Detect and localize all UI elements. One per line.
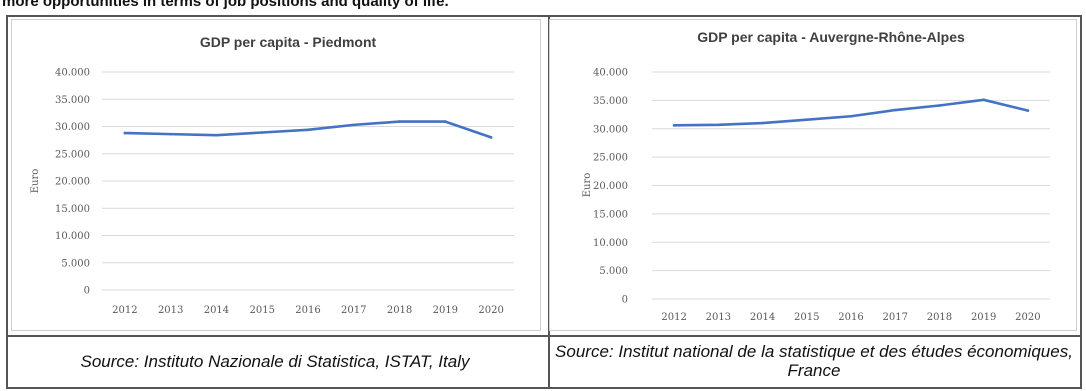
chart-piedmont: GDP per capita - Piedmont Euro 0 5.000 10.00…	[11, 19, 541, 331]
y-tick-label: 25.000	[55, 149, 90, 160]
chart-auvergne-rhone-alpes: GDP per capita - Auvergne-Rhône-Alpes Eur…	[549, 19, 1077, 331]
y-tick-label: 15.000	[55, 204, 90, 215]
y-tick-label: 5.000	[61, 258, 90, 269]
y-tick-label: 20.000	[55, 177, 90, 188]
y-tick-label: 25.000	[593, 153, 628, 164]
x-tick-label: 2017	[341, 305, 366, 316]
data-point	[1026, 109, 1030, 112]
intro-text-fragment: more opportunities in terms of job posit…	[2, 0, 449, 10]
y-tick-label: 15.000	[593, 209, 628, 220]
source-caption-right: Source: Institut national de la statisti…	[555, 342, 1073, 380]
data-point	[849, 114, 853, 118]
x-tick-label: 2014	[750, 312, 775, 323]
x-tick-label: 2019	[971, 312, 996, 323]
x-tick-label: 2018	[927, 312, 952, 323]
data-point	[938, 104, 941, 107]
series-line	[672, 98, 1030, 127]
data-point	[489, 136, 493, 139]
data-point	[306, 128, 310, 132]
data-point	[717, 123, 720, 127]
chart-title: GDP per capita - Piedmont	[200, 34, 377, 50]
x-tick-label: 2016	[295, 305, 320, 316]
data-point	[398, 120, 401, 123]
x-tick-label: 2015	[794, 312, 819, 323]
y-tick-label: 10.000	[593, 238, 628, 249]
data-point	[260, 131, 264, 134]
data-point	[215, 133, 218, 137]
y-tick-label: 40.000	[55, 68, 90, 79]
x-tick-label: 2020	[478, 305, 503, 316]
x-tick-label: 2019	[433, 305, 458, 316]
x-tick-label: 2015	[249, 305, 274, 316]
chart-title: GDP per capita - Auvergne-Rhône-Alpes	[697, 29, 965, 45]
y-tick-label: 0	[622, 295, 628, 306]
x-tick-label: 2016	[838, 312, 863, 323]
data-point	[352, 123, 356, 127]
x-tick-label: 2017	[882, 312, 907, 323]
chart-auvergne-rhone-alpes-svg: GDP per capita - Auvergne-Rhône-Alpes Eur…	[582, 29, 1050, 323]
data-point	[672, 124, 676, 127]
y-tick-label: 30.000	[593, 124, 628, 135]
y-tick-label: 30.000	[55, 122, 90, 133]
y-axis-label: Euro	[30, 169, 41, 194]
table-divider-horizontal	[8, 335, 1080, 337]
data-point	[893, 108, 897, 112]
chart-piedmont-svg: GDP per capita - Piedmont Euro 0 5.000 10.00…	[30, 34, 514, 316]
x-tick-label: 2014	[204, 305, 229, 316]
data-point	[444, 120, 447, 123]
x-tick-label: 2013	[158, 305, 183, 316]
y-tick-label: 0	[84, 286, 90, 297]
y-tick-label: 35.000	[593, 96, 628, 107]
x-tick-label: 2012	[661, 312, 686, 323]
x-tick-label: 2012	[112, 305, 137, 316]
data-point	[761, 121, 764, 125]
data-point	[123, 131, 127, 135]
data-point	[982, 98, 985, 102]
y-tick-label: 35.000	[55, 95, 90, 106]
y-tick-label: 20.000	[593, 181, 628, 192]
y-tick-label: 5.000	[599, 266, 628, 277]
x-tick-label: 2018	[387, 305, 412, 316]
y-tick-label: 10.000	[55, 231, 90, 242]
x-tick-label: 2013	[706, 312, 731, 323]
y-axis-label: Euro	[582, 173, 593, 198]
data-point	[805, 118, 809, 121]
x-tick-label: 2020	[1015, 312, 1040, 323]
y-tick-label: 40.000	[593, 68, 628, 79]
data-point	[169, 132, 172, 136]
source-caption-left: Source: Instituto Nazionale di Statistic…	[80, 351, 470, 371]
